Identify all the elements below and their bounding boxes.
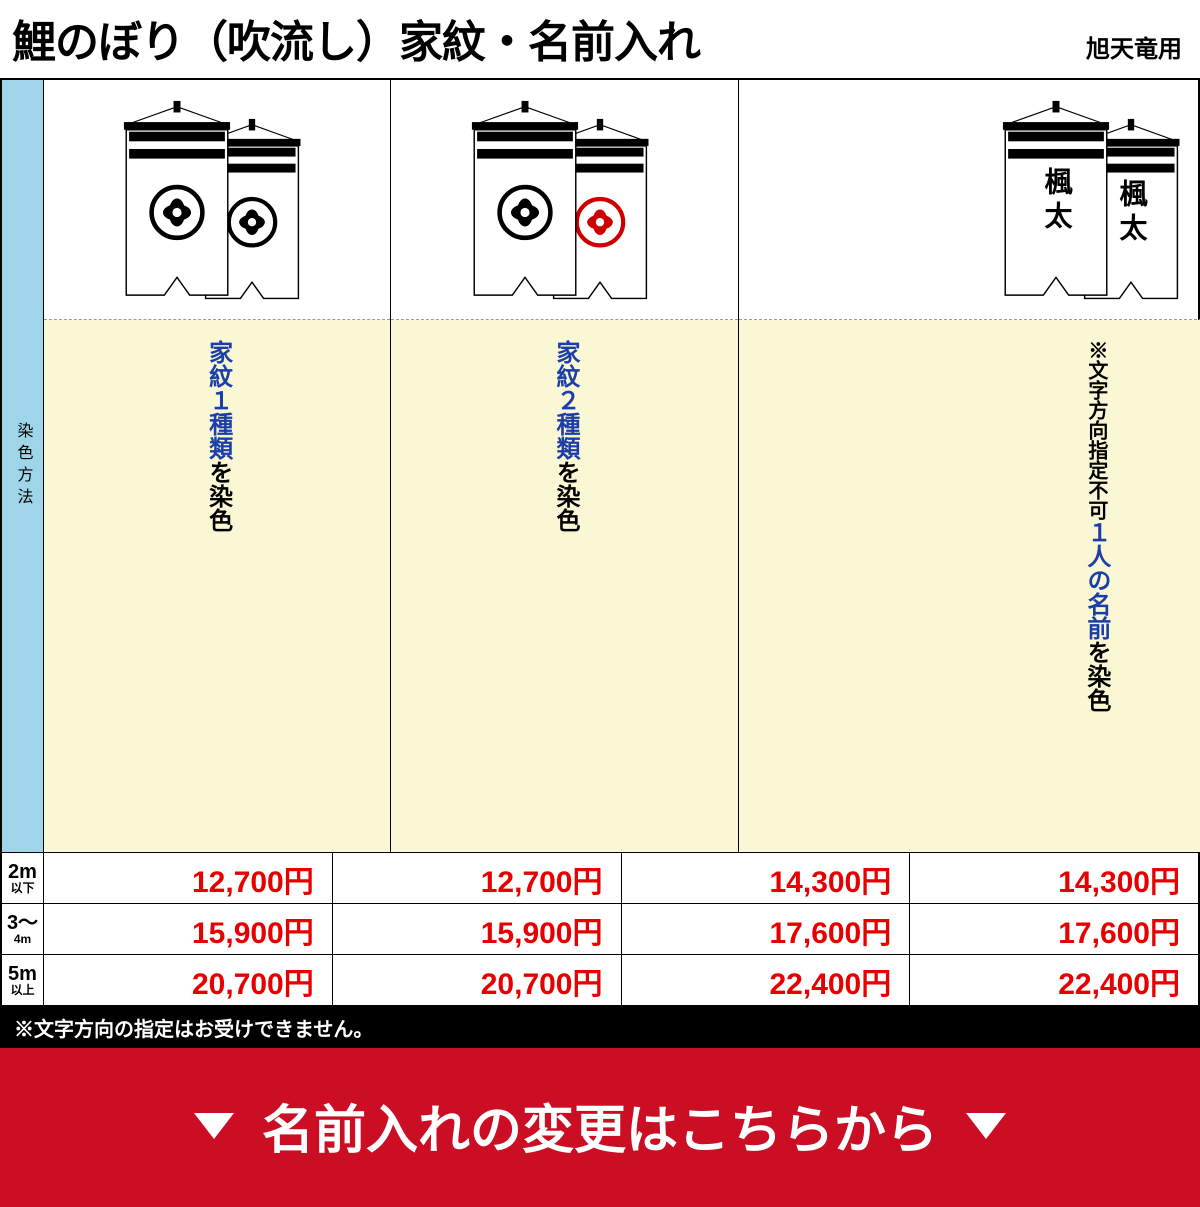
price-row: 5m以上20,700円20,700円22,400円22,400円 [0, 954, 1200, 1007]
option-description: 家紋１種類を染色 [44, 320, 390, 852]
price-cell: 20,700円 [44, 955, 332, 1005]
price-cell: 15,900円 [332, 904, 621, 954]
option-column: 家紋１種類を染色 [44, 80, 390, 852]
price-row: 2m以下12,700円12,700円14,300円14,300円 [0, 852, 1200, 903]
price-cell: 12,700円 [332, 853, 621, 903]
cta-banner[interactable]: 名前入れの変更はこちらから [0, 1048, 1200, 1207]
row-label-method: 染色方法 [0, 80, 44, 852]
option-description: 家紋２種類を染色 [391, 320, 737, 852]
size-label: 5m以上 [0, 955, 44, 1005]
size-label: 3～4m [0, 904, 44, 954]
price-cell: 12,700円 [44, 853, 332, 903]
triangle-down-icon [966, 1113, 1006, 1139]
price-row: 3～4m15,900円15,900円17,600円17,600円 [0, 903, 1200, 954]
flag-illustration [44, 80, 390, 320]
options-grid: 染色方法 家紋１種類を染色家紋２種類を染色楓太楓太※文字方向指定不可１人の名前を… [0, 78, 1200, 852]
option-column: 楓太楓太※文字方向指定不可１人の名前を染色 [738, 80, 1200, 852]
price-cell: 15,900円 [44, 904, 332, 954]
price-cell: 20,700円 [332, 955, 621, 1005]
cta-text: 名前入れの変更はこちらから [262, 1088, 938, 1163]
page-title: 鯉のぼり（吹流し）家紋・名前入れ [12, 6, 700, 70]
size-label: 2m以下 [0, 853, 44, 903]
price-cell: 14,300円 [909, 853, 1198, 903]
header: 鯉のぼり（吹流し）家紋・名前入れ 旭天竜用 [0, 0, 1200, 78]
price-cell: 14,300円 [621, 853, 910, 903]
triangle-down-icon [194, 1113, 234, 1139]
price-cell: 17,600円 [909, 904, 1198, 954]
flag-illustration: 楓太楓太 [739, 80, 1200, 320]
option-description: ※文字方向指定不可１人の名前を染色 [739, 320, 1200, 852]
option-column: 家紋２種類を染色 [390, 80, 737, 852]
page-subtitle: 旭天竜用 [1086, 29, 1182, 64]
price-cell: 17,600円 [621, 904, 910, 954]
price-cell: 22,400円 [909, 955, 1198, 1005]
flag-illustration [391, 80, 737, 320]
footnote-bar: ※文字方向の指定はお受けできません。 [0, 1007, 1200, 1048]
price-cell: 22,400円 [621, 955, 910, 1005]
